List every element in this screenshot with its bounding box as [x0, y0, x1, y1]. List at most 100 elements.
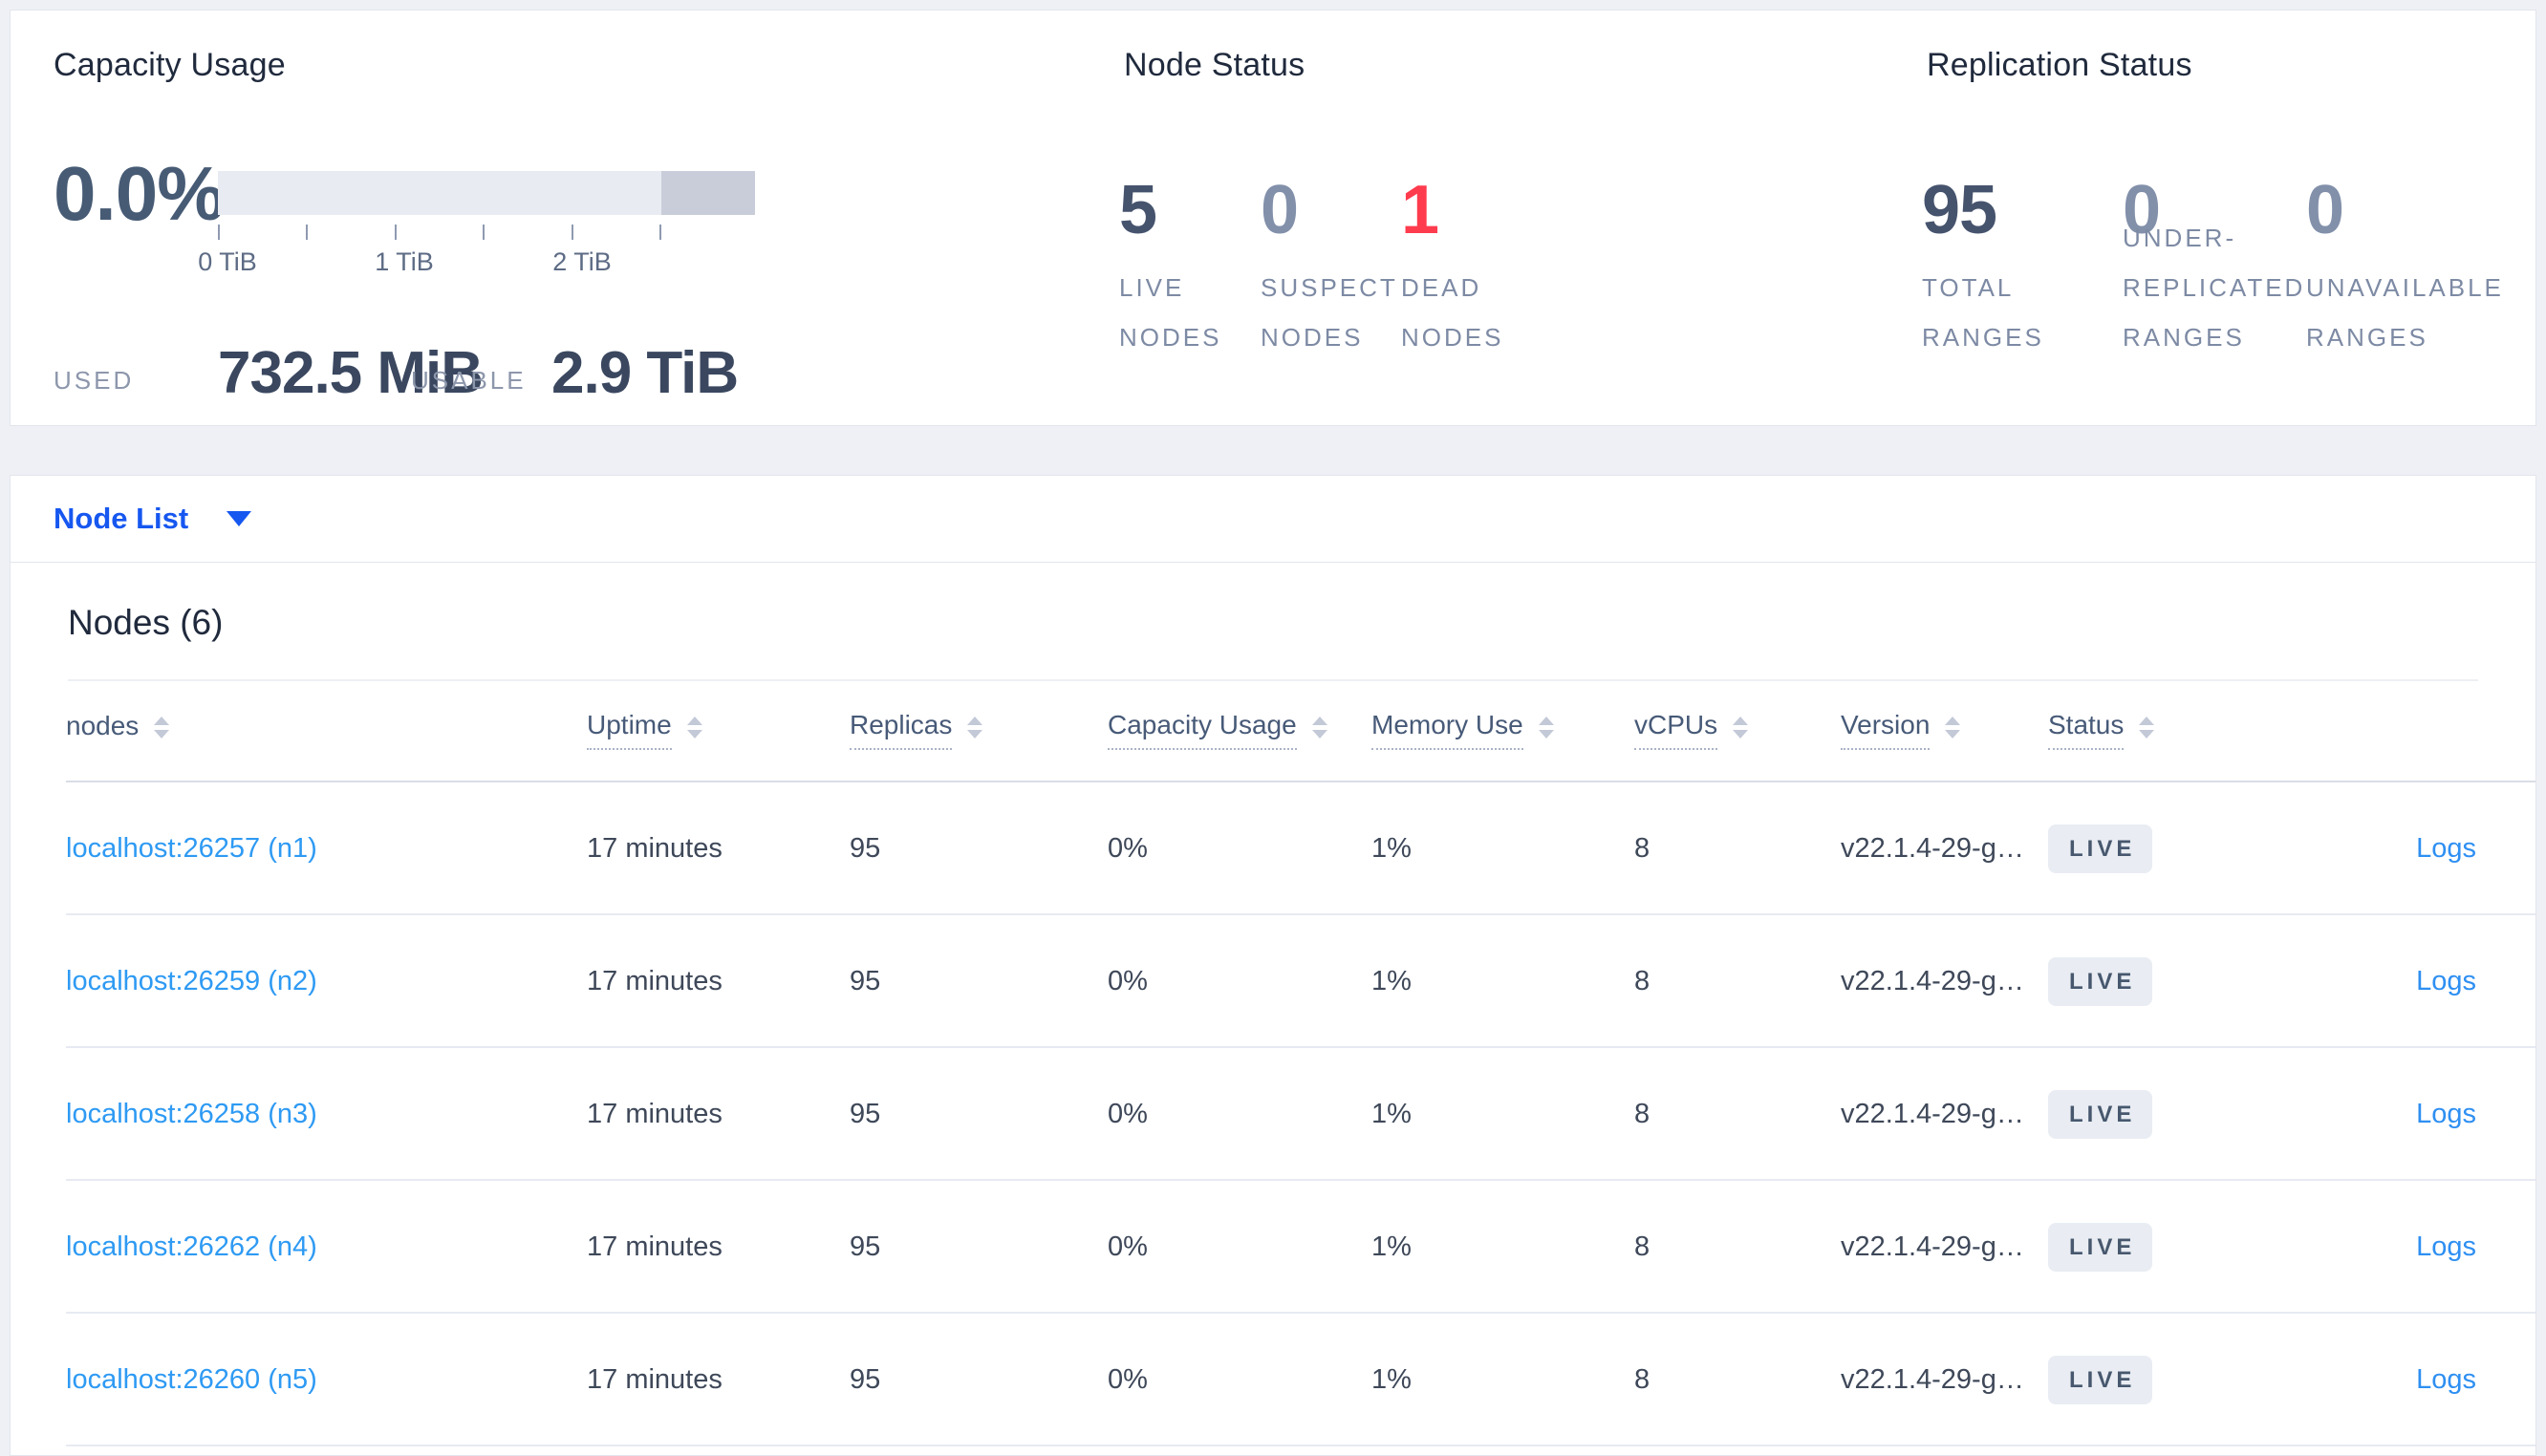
column-header-status[interactable]: Status — [2048, 710, 2283, 750]
total-ranges-count: 95 — [1922, 172, 1997, 248]
sort-icon — [1945, 716, 1961, 739]
usable-value: 2.9 TiB — [551, 340, 739, 406]
status-badge: LIVE — [2048, 957, 2153, 1006]
tick-label-0tib: 0 TiB — [198, 247, 257, 276]
version-cell: v22.1.4-29-g… — [1841, 1099, 2024, 1129]
logs-link[interactable]: Logs — [2416, 966, 2476, 996]
total-ranges-label: TOTAL RANGES — [1922, 273, 2044, 352]
memory-cell: 1% — [1371, 966, 1412, 996]
used-value: 732.5 MiB — [218, 340, 484, 406]
version-cell: v22.1.4-29-g… — [1841, 1364, 2024, 1395]
status-badge: LIVE — [2048, 1356, 2153, 1404]
node-link[interactable]: localhost:26257 (n1) — [66, 833, 317, 864]
sort-icon — [1311, 716, 1327, 739]
suspect-nodes-count: 0 — [1261, 172, 1299, 248]
vcpus-cell: 8 — [1634, 1099, 1651, 1129]
vcpus-cell: 8 — [1634, 966, 1651, 996]
column-header-vcpus[interactable]: vCPUs — [1634, 710, 1841, 750]
version-cell: v22.1.4-29-g… — [1841, 1231, 2024, 1262]
version-cell: v22.1.4-29-g… — [1841, 833, 2024, 864]
status-badge: LIVE — [2048, 1223, 2153, 1272]
heading-divider — [68, 679, 2478, 681]
tick-label-2tib: 2 TiB — [552, 247, 612, 276]
live-nodes-label: LIVE NODES — [1119, 273, 1222, 352]
view-selector-bar: Node List — [10, 475, 2536, 563]
capacity-used-percent: 0.0% — [54, 151, 225, 236]
uptime-cell: 17 minutes — [587, 1231, 723, 1262]
uptime-cell: 17 minutes — [587, 1099, 723, 1129]
usable-label: USABLE — [411, 366, 527, 395]
table-row: localhost:26260 (n5) 17 minutes 95 0% 1%… — [11, 1314, 2535, 1446]
used-label: USED — [54, 366, 135, 395]
table-row: localhost:26262 (n4) 17 minutes 95 0% 1%… — [11, 1181, 2535, 1314]
capacity-usage-title: Capacity Usage — [54, 47, 286, 83]
logs-link[interactable]: Logs — [2416, 833, 2476, 864]
suspect-nodes-label: SUSPECT NODES — [1261, 273, 1398, 352]
table-header-row: nodes Uptime Replicas Capacity Usage Mem… — [11, 681, 2535, 779]
uptime-cell: 17 minutes — [587, 833, 723, 864]
node-list-dropdown-label: Node List — [54, 502, 189, 535]
sort-icon — [154, 716, 170, 739]
column-header-uptime[interactable]: Uptime — [587, 710, 850, 750]
node-link[interactable]: localhost:26259 (n2) — [66, 966, 317, 996]
capacity-cell: 0% — [1108, 1364, 1148, 1395]
table-row: localhost:26258 (n3) 17 minutes 95 0% 1%… — [11, 1048, 2535, 1181]
table-row: localhost:26257 (n1) 17 minutes 95 0% 1%… — [11, 782, 2535, 915]
live-nodes-count: 5 — [1119, 172, 1157, 248]
capacity-cell: 0% — [1108, 1231, 1148, 1262]
vcpus-cell: 8 — [1634, 833, 1651, 864]
node-list-dropdown[interactable]: Node List — [11, 476, 2535, 562]
memory-cell: 1% — [1371, 1364, 1412, 1395]
memory-cell: 1% — [1371, 1231, 1412, 1262]
replication-status-title: Replication Status — [1927, 47, 2192, 83]
node-status-title: Node Status — [1124, 47, 1305, 83]
memory-cell: 1% — [1371, 1099, 1412, 1129]
node-link[interactable]: localhost:26260 (n5) — [66, 1364, 317, 1395]
cluster-overview-card: Capacity Usage 0.0% 0 TiB 1 TiB 2 TiB US… — [10, 10, 2536, 426]
tick-label-1tib: 1 TiB — [375, 247, 434, 276]
replicas-cell: 95 — [850, 1231, 881, 1262]
status-badge: LIVE — [2048, 824, 2153, 873]
node-link[interactable]: localhost:26262 (n4) — [66, 1231, 317, 1262]
under-replicated-ranges-count: 0 — [2123, 172, 2161, 248]
nodes-table-panel: Nodes (6) nodes Uptime Replicas Capacity… — [10, 563, 2536, 1456]
column-header-nodes[interactable]: nodes — [11, 711, 587, 749]
header-divider — [66, 781, 2535, 782]
capacity-axis-ticks — [218, 225, 755, 240]
table-body: localhost:26257 (n1) 17 minutes 95 0% 1%… — [11, 782, 2535, 1446]
logs-link[interactable]: Logs — [2416, 1231, 2476, 1262]
uptime-cell: 17 minutes — [587, 966, 723, 996]
under-replicated-ranges-label: UNDER- REPLICATED RANGES — [2123, 224, 2306, 352]
vcpus-cell: 8 — [1634, 1231, 1651, 1262]
column-header-capacity-usage[interactable]: Capacity Usage — [1108, 710, 1371, 750]
unavailable-ranges-count: 0 — [2306, 172, 2344, 248]
memory-cell: 1% — [1371, 833, 1412, 864]
uptime-cell: 17 minutes — [587, 1364, 723, 1395]
chevron-down-icon — [227, 511, 252, 526]
column-header-replicas[interactable]: Replicas — [850, 710, 1108, 750]
dead-nodes-label: DEAD NODES — [1401, 273, 1504, 352]
replicas-cell: 95 — [850, 833, 881, 864]
replicas-cell: 95 — [850, 1364, 881, 1395]
nodes-heading: Nodes (6) — [68, 603, 224, 642]
logs-link[interactable]: Logs — [2416, 1099, 2476, 1129]
capacity-cell: 0% — [1108, 1099, 1148, 1129]
dead-nodes-count: 1 — [1401, 172, 1439, 248]
logs-link[interactable]: Logs — [2416, 1364, 2476, 1395]
version-cell: v22.1.4-29-g… — [1841, 966, 2024, 996]
vcpus-cell: 8 — [1634, 1364, 1651, 1395]
capacity-cell: 0% — [1108, 966, 1148, 996]
replicas-cell: 95 — [850, 1099, 881, 1129]
table-row: localhost:26259 (n2) 17 minutes 95 0% 1%… — [11, 915, 2535, 1048]
sort-icon — [2139, 716, 2155, 739]
sort-icon — [1538, 716, 1554, 739]
sort-icon — [686, 716, 702, 739]
unavailable-ranges-label: UNAVAILABLE RANGES — [2306, 273, 2504, 352]
sort-icon — [1733, 716, 1749, 739]
node-link[interactable]: localhost:26258 (n3) — [66, 1099, 317, 1129]
status-badge: LIVE — [2048, 1090, 2153, 1139]
column-header-version[interactable]: Version — [1841, 710, 2048, 750]
column-header-memory-use[interactable]: Memory Use — [1371, 710, 1634, 750]
capacity-bar-dark-segment — [661, 171, 755, 215]
capacity-usage-bar — [218, 171, 755, 215]
